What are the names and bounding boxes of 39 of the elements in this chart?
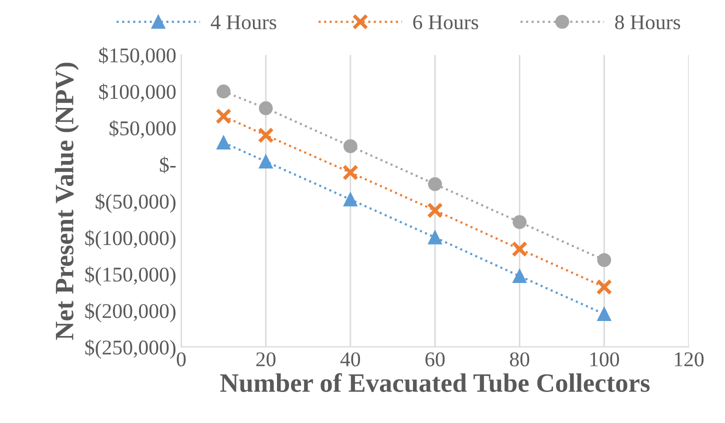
y-tick-label: $(50,000) [96,193,176,213]
point [596,279,612,296]
legend-label: 8 Hours [615,15,680,30]
x-axis-title: Number of Evacuated Tube Collectors [220,373,650,392]
x-tick-label: 40 [340,352,360,366]
x-tick-label: 0 [176,352,186,366]
point [258,127,274,144]
y-tick-label: $100,000 [99,84,176,102]
point [512,269,527,284]
x-tick-label: 100 [590,352,619,366]
y-tick-label: $(150,000) [85,266,176,286]
point [512,241,528,258]
point [428,230,442,244]
point [428,177,442,192]
point [427,202,443,218]
legend-label: 4 Hours [210,15,276,30]
point [597,253,612,267]
point [216,136,230,150]
x-tick-label: 20 [256,352,276,366]
y-axis-title: Net Present Value (NPV) [54,62,79,340]
legend-label: 6 Hours [413,15,478,30]
y-tick-label: $(200,000) [85,302,176,322]
point [512,215,527,230]
point [258,154,273,168]
point [216,108,232,124]
x-tick-label: 60 [425,352,445,366]
point [597,307,612,321]
y-tick-label: $(100,000) [85,230,176,250]
y-tick-label: $- [160,156,176,174]
y-tick-label: $50,000 [110,120,176,138]
point [342,164,358,180]
point [343,139,358,154]
point [216,84,230,98]
x-tick-label: 120 [674,352,704,366]
y-tick-label: $(250,000) [85,339,176,359]
point [258,101,273,116]
x-tick-label: 80 [510,352,530,366]
point [343,192,358,206]
y-tick-label: $150,000 [99,47,176,66]
